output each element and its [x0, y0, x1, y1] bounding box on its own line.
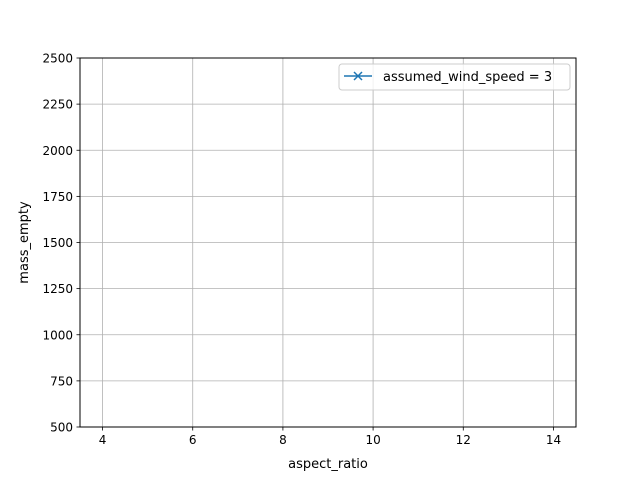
x-tick-label: 8: [279, 433, 287, 447]
x-tick-label: 12: [456, 433, 471, 447]
y-axis-label: mass_empty: [17, 201, 32, 284]
x-tick-label: 4: [99, 433, 107, 447]
y-tick-label: 2250: [42, 98, 73, 112]
legend-label: assumed_wind_speed = 3: [383, 70, 552, 85]
legend-box: [338, 63, 571, 91]
y-tick-label: 500: [50, 421, 73, 435]
y-tick-label: 1750: [42, 190, 73, 204]
y-axis-ticks: 500 750 1000 1250 1500 1750 2000 2250 2500: [42, 52, 80, 435]
y-tick-label: 2500: [42, 52, 73, 66]
x-tick-label: 10: [365, 433, 380, 447]
x-axis-ticks: 4 6 8 10 12 14: [99, 427, 561, 447]
y-tick-label: 1250: [42, 282, 73, 296]
y-tick-label: 750: [50, 374, 73, 388]
x-tick-label: 6: [189, 433, 197, 447]
legend: assumed_wind_speed = 3: [338, 63, 571, 91]
x-axis-label: aspect_ratio: [288, 457, 368, 472]
y-tick-label: 1000: [42, 328, 73, 342]
y-tick-label: 2000: [42, 144, 73, 158]
y-tick-label: 1500: [42, 236, 73, 250]
x-tick-label: 14: [546, 433, 561, 447]
legend-x-marker: [353, 71, 363, 81]
